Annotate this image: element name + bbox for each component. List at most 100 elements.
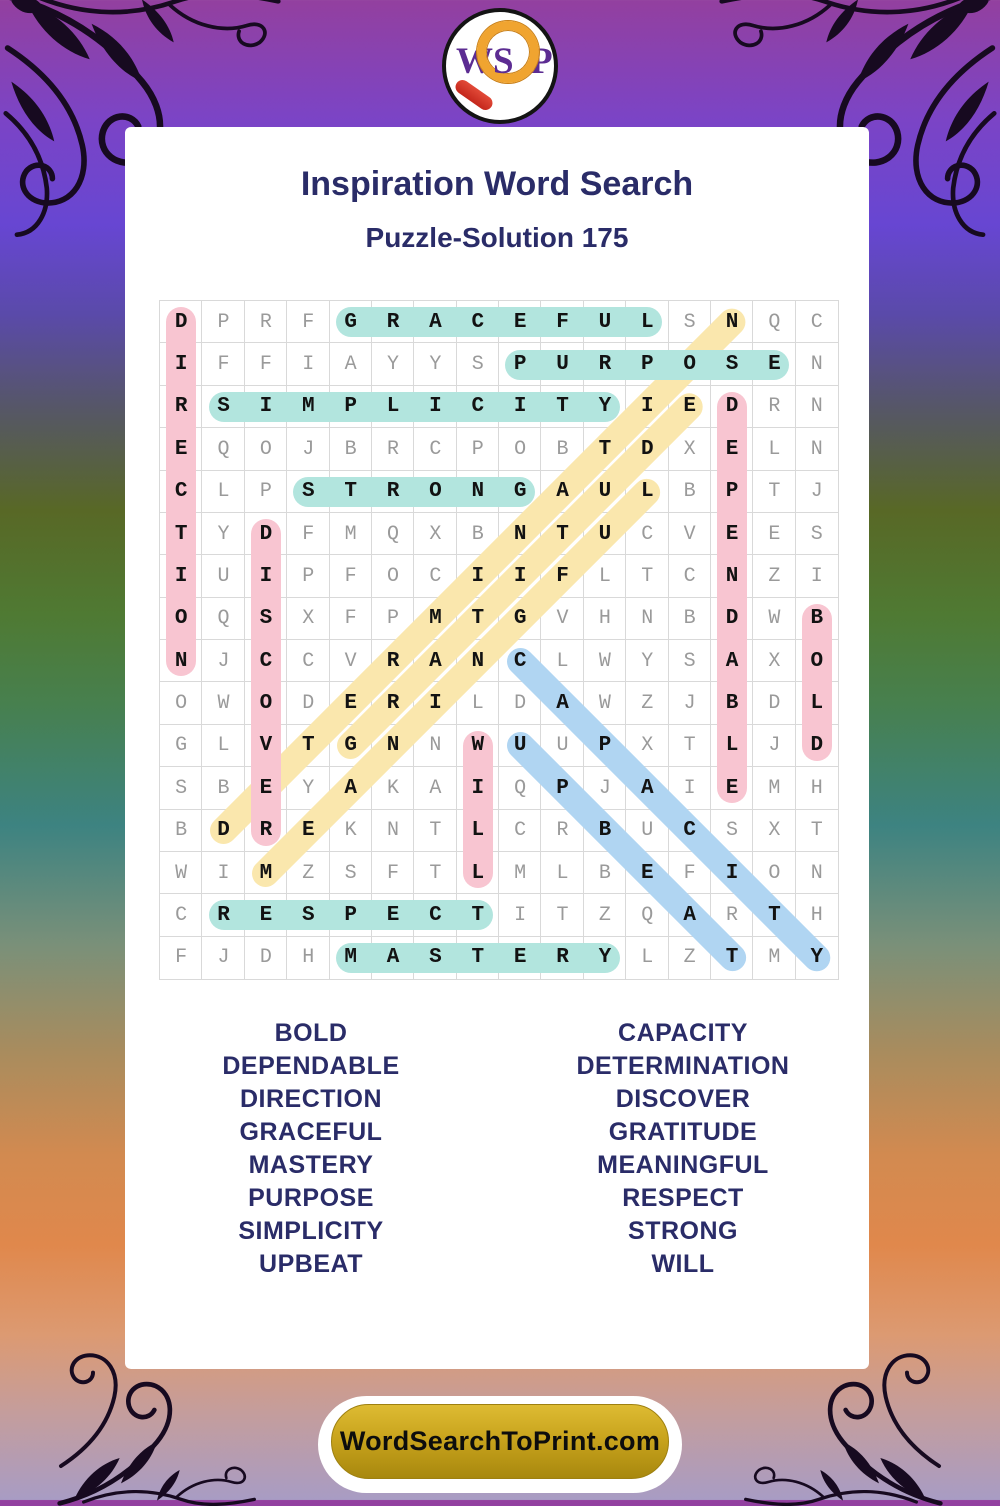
grid-letter: W [598, 692, 611, 716]
grid-cell [244, 301, 288, 344]
grid-cell [287, 428, 330, 471]
grid-letter: A [344, 353, 357, 377]
puzzle-card: Inspiration Word Search Puzzle-Solution … [125, 127, 869, 1369]
grid-letter: X [768, 649, 781, 673]
grid-cell [626, 470, 669, 513]
grid-letter: C [302, 649, 315, 673]
grid-letter: D [259, 522, 273, 546]
word-list-item: BOLD [274, 1019, 348, 1047]
grid-letter: M [344, 946, 357, 970]
grid-letter: W [768, 607, 781, 631]
word-list-item: STRONG [628, 1217, 738, 1245]
grid-letter: S [302, 480, 315, 504]
grid-letter: U [217, 564, 230, 588]
grid-letter: P [217, 310, 230, 334]
grid-letter: L [556, 649, 569, 673]
grid-letter: I [471, 776, 485, 800]
grid-letter: D [302, 692, 315, 716]
grid-cell [414, 682, 457, 725]
grid-letter: S [217, 395, 230, 419]
grid-letter: Y [598, 946, 612, 970]
grid-cell [287, 640, 330, 683]
grid-cell [710, 851, 754, 895]
grid-letter: L [217, 480, 230, 504]
grid-letter: H [598, 607, 611, 631]
grid-cell [160, 640, 203, 683]
grid-letter: I [174, 353, 188, 377]
grid-letter: L [641, 310, 654, 334]
grid-cell [202, 428, 245, 471]
grid-cell [456, 640, 499, 683]
grid-letter: P [344, 395, 357, 419]
grid-cell [456, 597, 499, 640]
grid-letter: F [556, 564, 569, 588]
grid-cell [753, 555, 796, 598]
grid-cell [710, 767, 754, 810]
grid-cell [541, 851, 584, 895]
grid-cell [456, 851, 499, 895]
grid-letter: F [302, 310, 315, 334]
grid-letter: N [641, 607, 654, 631]
site-link-button[interactable]: WordSearchToPrint.com [331, 1404, 669, 1479]
grid-letter: U [556, 353, 569, 377]
grid-cell [244, 851, 288, 895]
grid-letter: T [471, 903, 485, 927]
grid-letter: C [429, 903, 442, 927]
word-list-item: GRATITUDE [608, 1118, 758, 1146]
grid-letter: O [683, 353, 696, 377]
grid-cell [371, 851, 415, 895]
grid-letter: X [641, 734, 654, 758]
grid-letter: O [514, 437, 527, 461]
grid-cell [202, 640, 245, 683]
grid-letter: L [641, 480, 654, 504]
grid-cell [202, 512, 245, 556]
grid-letter: B [598, 819, 612, 843]
grid-cell [371, 343, 415, 386]
grid-letter: P [598, 734, 612, 758]
grid-cell [583, 724, 627, 768]
grid-letter: C [683, 564, 696, 588]
grid-letter: Q [387, 522, 400, 546]
grid-letter: N [810, 861, 823, 885]
grid-cell [795, 471, 838, 513]
grid-cell [287, 724, 330, 768]
grid-letter: T [725, 946, 739, 970]
grid-letter: C [259, 649, 273, 673]
grid-letter: N [810, 395, 823, 419]
grid-letter: S [344, 861, 357, 885]
grid-letter: R [556, 946, 569, 970]
grid-letter: R [217, 903, 230, 927]
grid-letter: T [174, 522, 188, 546]
word-list-left: BOLD DEPENDABLE DIRECTION GRACEFUL MASTERY PU… [125, 1017, 497, 1281]
grid-letter: E [725, 776, 739, 800]
grid-cell [244, 343, 288, 386]
grid-letter: H [810, 903, 823, 927]
grid-letter: F [217, 353, 230, 377]
grid-cell [795, 343, 838, 386]
grid-letter: T [302, 734, 315, 758]
solution-highlight-purpose [505, 349, 790, 380]
grid-letter: N [810, 353, 823, 377]
grid-letter: L [725, 734, 739, 758]
grid-cell [668, 724, 711, 768]
grid-cell [541, 512, 584, 556]
word-list-item: CAPACITY [618, 1019, 748, 1047]
grid-letter: R [768, 395, 781, 419]
grid-letter: U [598, 522, 612, 546]
grid-letter: E [513, 310, 527, 334]
grid-letter: I [641, 395, 654, 419]
word-list-item: GRACEFUL [239, 1118, 383, 1146]
grid-cell [371, 555, 415, 598]
page-title: Inspiration Word Search [300, 165, 694, 203]
grid-letter: X [429, 522, 442, 546]
grid-cell [541, 809, 584, 852]
grid-cell [753, 597, 796, 640]
grid-letter: O [768, 861, 781, 885]
grid-cell [202, 936, 245, 979]
grid-cell [499, 640, 542, 683]
grid-cell [795, 767, 838, 810]
grid-cell [753, 767, 796, 810]
grid-cell [287, 343, 330, 386]
grid-cell [668, 301, 711, 344]
